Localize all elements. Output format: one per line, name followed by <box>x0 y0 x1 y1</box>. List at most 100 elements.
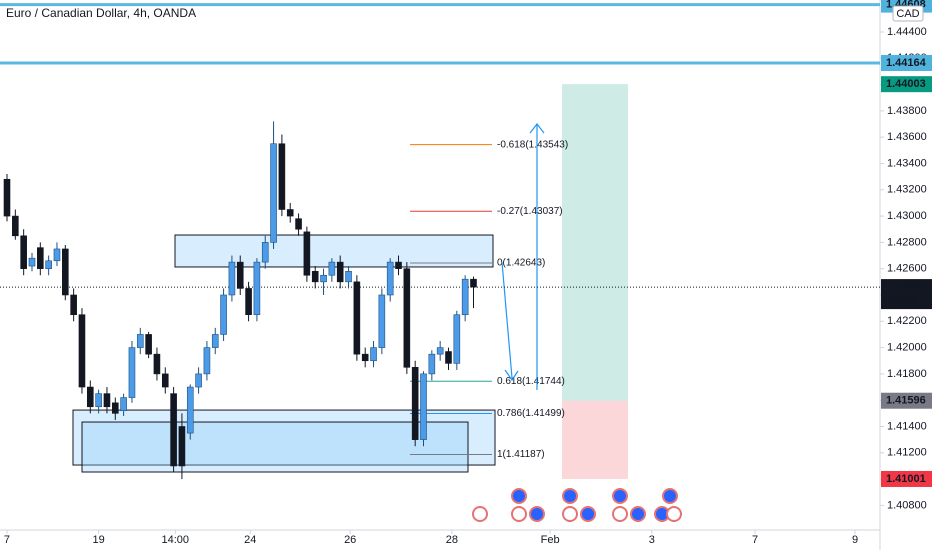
candle-body <box>470 278 477 288</box>
candle-body <box>353 281 361 355</box>
y-tick-label: 1.41800 <box>887 368 927 380</box>
zone <box>174 234 494 268</box>
candle-body <box>286 209 294 217</box>
y-tick-label: 1.41400 <box>887 420 927 432</box>
event-icon[interactable] <box>612 506 628 522</box>
x-tick-label: Feb <box>541 534 560 546</box>
candle-body <box>361 353 369 362</box>
target-zone <box>562 84 628 401</box>
candle-body <box>103 393 111 408</box>
price-tag <box>881 54 932 71</box>
x-tick-label: 26 <box>344 534 356 546</box>
candle-body <box>236 261 244 289</box>
event-icon[interactable] <box>562 488 578 504</box>
candle-body <box>170 393 177 467</box>
candle-body <box>28 257 36 267</box>
candle-body <box>378 294 386 348</box>
candle-body <box>270 143 277 243</box>
candle-body <box>453 314 461 364</box>
candle-body <box>261 242 269 263</box>
currency: CAD <box>896 8 919 20</box>
candle-body <box>178 426 186 467</box>
y-tick-label: 1.44400 <box>887 26 927 38</box>
event-icon[interactable] <box>662 488 678 504</box>
x-tick-label: 7 <box>4 534 10 546</box>
price-tag <box>881 470 932 487</box>
candle-body <box>128 347 136 398</box>
projection-arrow <box>501 261 519 382</box>
event-icon[interactable] <box>511 506 527 522</box>
price-tag-label: 1.44164 <box>886 57 927 69</box>
candle-body <box>111 402 119 414</box>
candle-body <box>161 373 169 388</box>
price-tag <box>881 279 932 310</box>
y-tick-label: 1.42200 <box>887 315 927 327</box>
x-tick-label: 28 <box>446 534 458 546</box>
candle-body <box>411 367 419 440</box>
price-tag-label: 1.41596 <box>886 395 926 407</box>
candle-body <box>220 294 227 335</box>
y-tick-label: 1.43600 <box>887 131 927 143</box>
fib-label: 0(1.42643) <box>497 258 545 269</box>
candle-body <box>62 248 69 296</box>
candle-body <box>295 218 302 230</box>
target-arrow <box>529 123 545 390</box>
fib-label: -0.618(1.43543) <box>497 139 568 150</box>
fib-label: 0.786(1.41499) <box>497 408 565 419</box>
x-tick-label: 24 <box>244 534 256 546</box>
candle-body <box>253 261 261 316</box>
candle-body <box>228 261 236 296</box>
candle-body <box>86 386 94 408</box>
x-tick-label: 3 <box>649 534 655 546</box>
y-tick-label: 1.43800 <box>887 105 927 117</box>
event-icon[interactable] <box>666 506 682 522</box>
candle-body <box>37 247 44 269</box>
fib-label: 0.618(1.41744) <box>497 376 565 387</box>
x-tick-label: 14:00 <box>162 534 190 546</box>
candle-body <box>445 351 452 364</box>
candle-body <box>461 278 469 316</box>
price-tag-label: 1.41001 <box>886 473 926 485</box>
candle-body <box>186 386 194 434</box>
y-tick-label: 1.42600 <box>887 263 927 275</box>
candle-body <box>95 393 102 408</box>
candle-body <box>53 248 61 262</box>
candle-body <box>420 373 427 440</box>
y-tick-label: 1.41200 <box>887 447 927 459</box>
candle-body <box>395 261 402 269</box>
candle-body <box>278 143 286 210</box>
event-icon[interactable] <box>472 506 488 522</box>
candle-body <box>436 347 444 355</box>
candle-body <box>320 274 327 283</box>
y-tick-label: 1.42800 <box>887 236 927 248</box>
event-icon[interactable] <box>612 488 628 504</box>
fib-label: -0.27(1.43037) <box>497 206 563 217</box>
y-tick-label: 1.43200 <box>887 184 927 196</box>
candle-body <box>428 353 436 375</box>
candle-body <box>145 334 152 355</box>
event-icon[interactable] <box>580 506 596 522</box>
stop-zone <box>562 400 628 479</box>
fib-label: 1(1.41187) <box>497 449 545 460</box>
countdown: 33:36 <box>890 294 918 306</box>
y-tick-label: 1.43000 <box>887 210 927 222</box>
candle-body <box>203 347 211 375</box>
event-icons <box>472 488 682 522</box>
y-tick-label: 1.42000 <box>887 341 927 353</box>
event-icon[interactable] <box>511 488 527 504</box>
event-icon[interactable] <box>529 506 545 522</box>
candle-body <box>78 314 86 388</box>
candle-body <box>303 231 311 276</box>
candle-body <box>245 288 252 316</box>
price-tag-label: 1.42460 <box>886 281 926 293</box>
candle-body <box>336 261 344 283</box>
chart-title: Euro / Canadian Dollar, 4h, OANDA <box>6 6 196 20</box>
candle-body <box>70 294 77 316</box>
candle-body <box>403 268 411 368</box>
candle-body <box>12 215 19 237</box>
event-icon[interactable] <box>562 506 578 522</box>
candle-body <box>3 178 11 217</box>
event-icon[interactable] <box>630 506 646 522</box>
candle-body <box>311 271 319 283</box>
